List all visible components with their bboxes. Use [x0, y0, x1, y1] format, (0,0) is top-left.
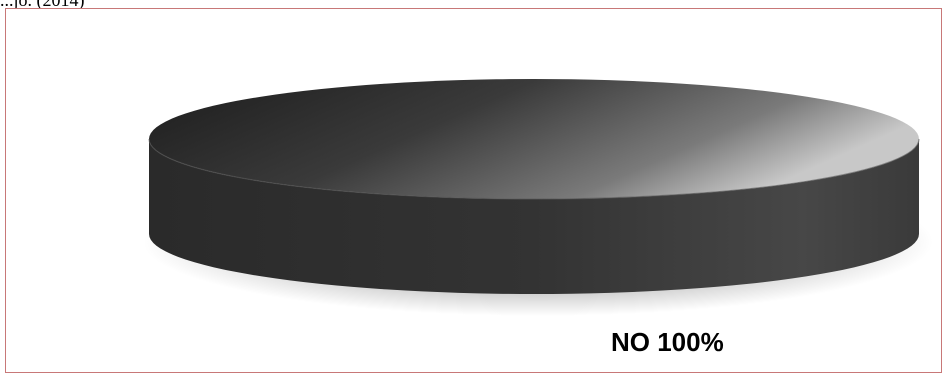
slice-label: NO 100%: [611, 327, 724, 357]
pie-slice-no: [149, 79, 919, 199]
pie-rim: [148, 138, 920, 200]
chart-frame: NO 100%: [5, 8, 942, 373]
figure-caption: ...jo. (2014): [0, 0, 85, 10]
pie-slice-no-side: [149, 139, 919, 294]
pie-chart: NO 100%: [143, 79, 933, 357]
